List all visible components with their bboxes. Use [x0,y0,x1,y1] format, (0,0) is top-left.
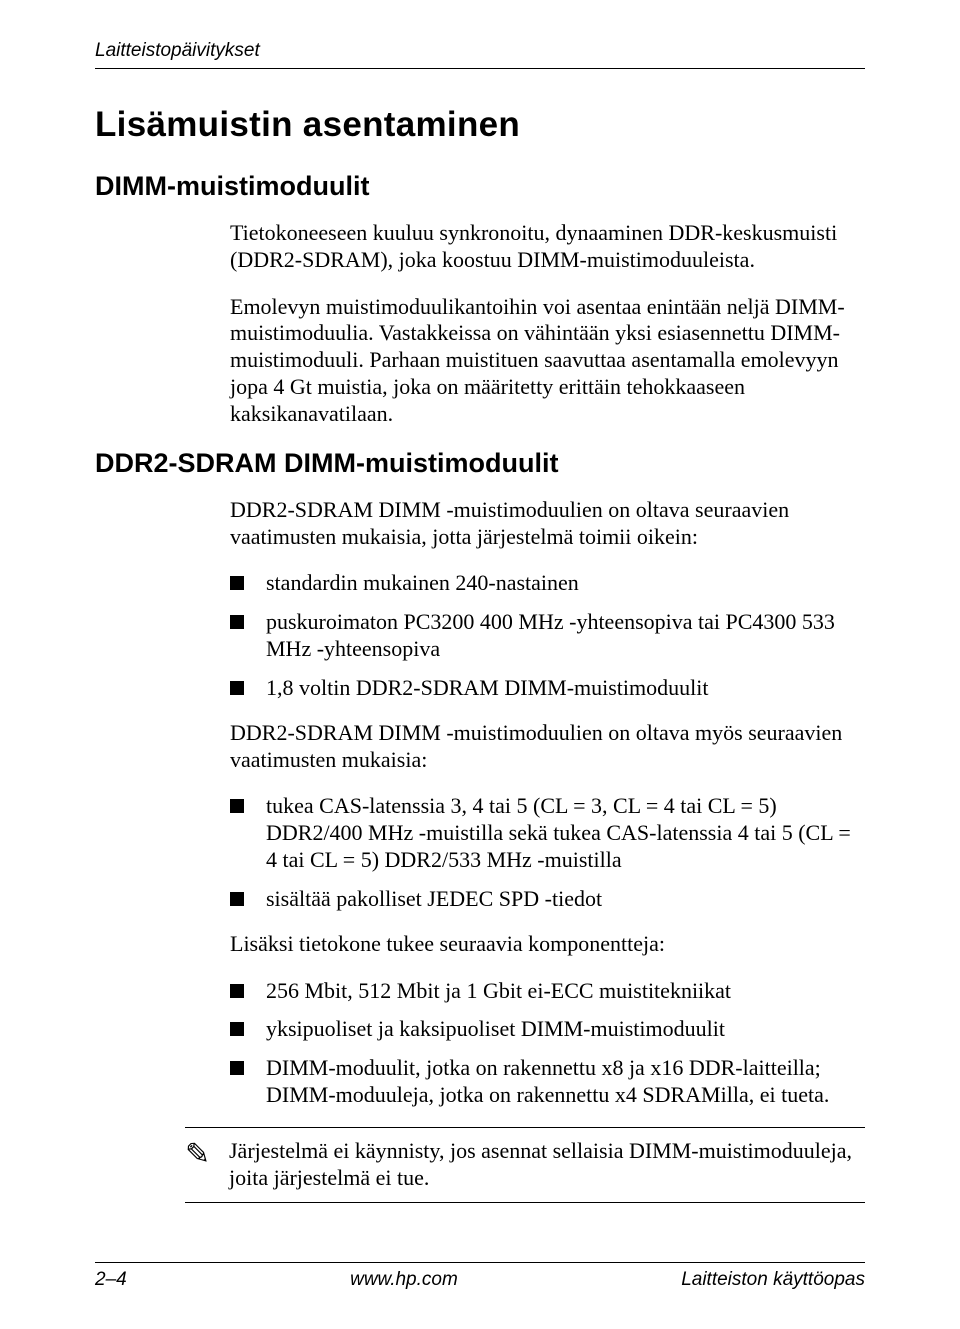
page-footer: 2–4 www.hp.com Laitteiston käyttöopas [95,1262,865,1291]
extra-list: 256 Mbit, 512 Mbit ja 1 Gbit ei-ECC muis… [230,978,865,1109]
requirements2-intro: DDR2-SDRAM DIMM -muistimoduulien on olta… [230,720,865,774]
note-callout: ✎ Järjestelmä ei käynnisty, jos asennat … [185,1127,865,1203]
note-text: Järjestelmä ei käynnisty, jos asennat se… [229,1138,865,1192]
pencil-icon: ✎ [185,1138,229,1170]
footer-url: www.hp.com [350,1269,458,1291]
heading-2-ddr2: DDR2-SDRAM DIMM-muistimoduulit [95,448,865,479]
list-item: DIMM-moduulit, jotka on rakennettu x8 ja… [230,1055,865,1109]
heading-2-dimm: DIMM-muistimoduulit [95,171,865,202]
requirements-intro: DDR2-SDRAM DIMM -muistimoduulien on olta… [230,497,865,551]
footer-page-number: 2–4 [95,1269,127,1291]
list-item: puskuroimaton PC3200 400 MHz -yhteensopi… [230,609,865,663]
intro-paragraph: Tietokoneeseen kuuluu synkronoitu, dynaa… [230,220,865,274]
footer-rule [95,1262,865,1263]
document-page: Laitteistopäivitykset Lisämuistin asenta… [0,0,960,1329]
dimm-paragraph: Emolevyn muistimoduulikantoihin voi asen… [230,294,865,428]
body-block-1: Tietokoneeseen kuuluu synkronoitu, dynaa… [230,220,865,428]
list-item: 1,8 voltin DDR2-SDRAM DIMM-muistimoduuli… [230,675,865,702]
list-item: 256 Mbit, 512 Mbit ja 1 Gbit ei-ECC muis… [230,978,865,1005]
footer-row: 2–4 www.hp.com Laitteiston käyttöopas [95,1269,865,1291]
note-rule-bottom [185,1202,865,1203]
list-item: yksipuoliset ja kaksipuoliset DIMM-muist… [230,1016,865,1043]
footer-title: Laitteiston käyttöopas [681,1269,865,1291]
list-item: tukea CAS-latenssia 3, 4 tai 5 (CL = 3, … [230,793,865,873]
list-item: sisältää pakolliset JEDEC SPD -tiedot [230,886,865,913]
heading-1: Lisämuistin asentaminen [95,105,865,145]
note-row: ✎ Järjestelmä ei käynnisty, jos asennat … [185,1128,865,1202]
requirements-list-2: tukea CAS-latenssia 3, 4 tai 5 (CL = 3, … [230,793,865,912]
body-block-2: DDR2-SDRAM DIMM -muistimoduulien on olta… [230,497,865,1109]
header-rule [95,68,865,69]
list-item: standardin mukainen 240-nastainen [230,570,865,597]
extra-intro: Lisäksi tietokone tukee seuraavia kompon… [230,931,865,958]
running-head: Laitteistopäivitykset [95,40,865,62]
requirements-list-1: standardin mukainen 240-nastainen puskur… [230,570,865,701]
